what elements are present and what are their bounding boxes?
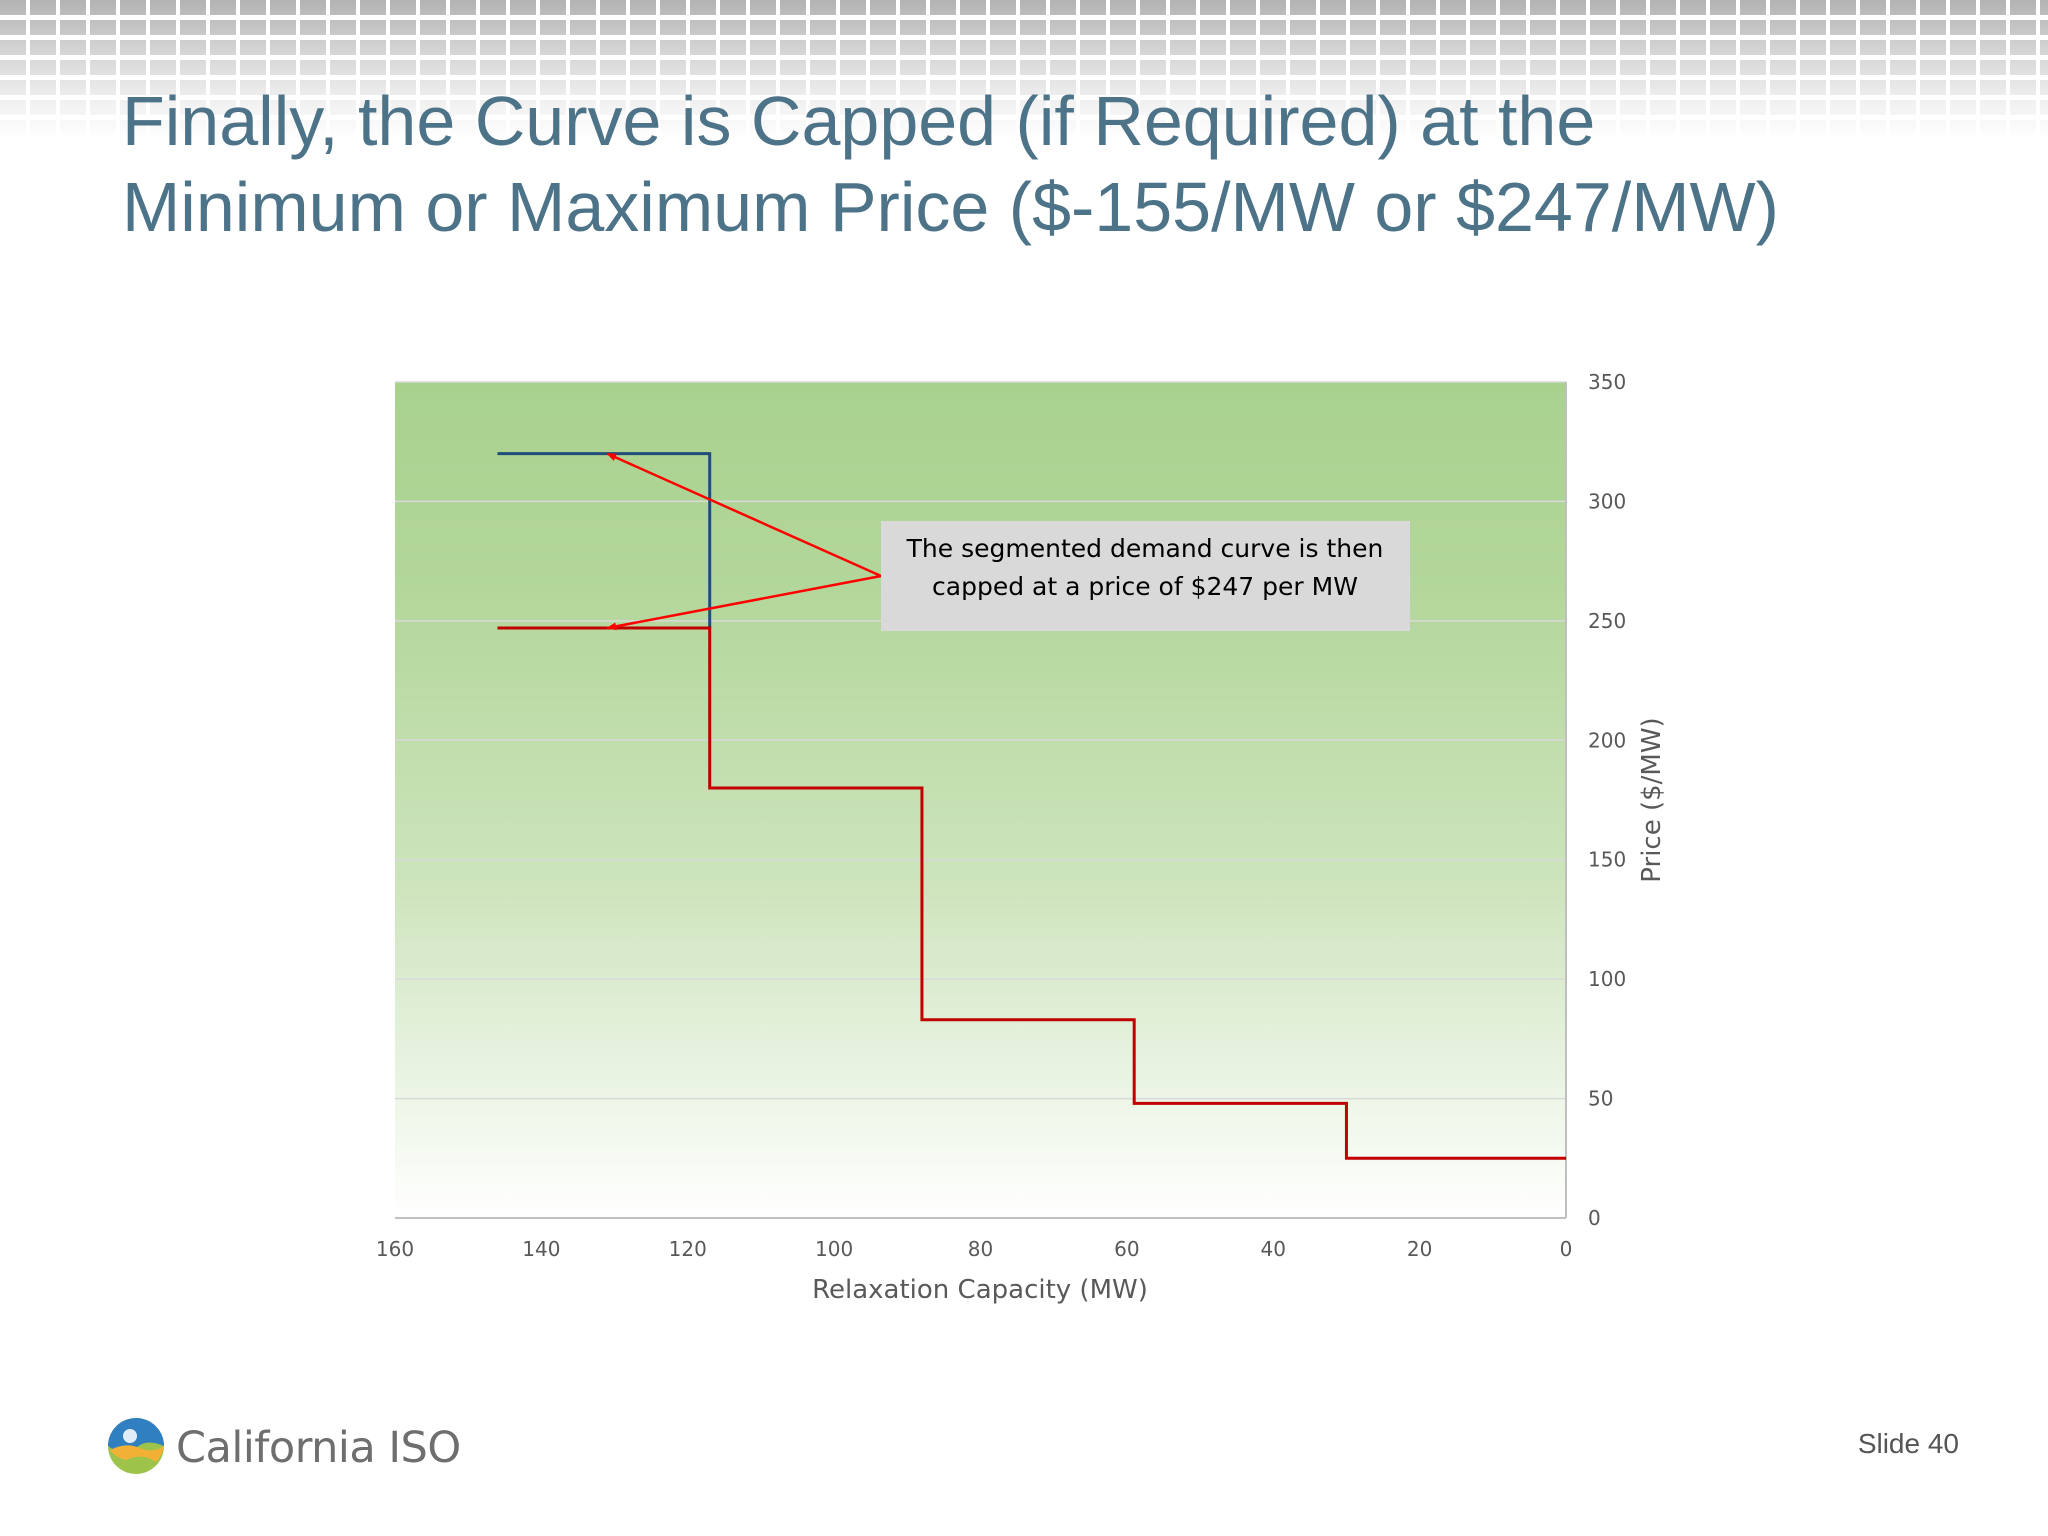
x-tick-label: 0: [1560, 1237, 1573, 1261]
y-tick-label: 0: [1588, 1206, 1601, 1230]
logo-text: California ISO: [176, 1423, 461, 1473]
arrow-to-uncapped-price: [606, 452, 882, 578]
plot-area: [395, 382, 1566, 1218]
x-tick-label: 140: [522, 1237, 560, 1261]
y-tick-label: 150: [1588, 848, 1626, 872]
x-tick-label: 100: [815, 1237, 853, 1261]
header-pattern: [0, 0, 2048, 140]
uncapped-curve-line: [497, 452, 712, 629]
y-tick-label: 200: [1588, 728, 1626, 752]
y-axis-label: Price ($/MW): [1637, 717, 1667, 882]
annotation-box: The segmented demand curve is then cappe…: [881, 521, 1410, 631]
annotation-text-line-1: The segmented demand curve is then: [906, 534, 1384, 563]
y-tick-label: 300: [1588, 489, 1626, 513]
annotation-text-line-2: capped at a price of $247 per MW: [932, 572, 1358, 601]
series-layer: [497, 452, 1566, 1160]
title-line-1: Finally, the Curve is Capped (if Require…: [122, 82, 1596, 160]
x-tick-label: 60: [1114, 1237, 1139, 1261]
x-tick-label: 120: [669, 1237, 707, 1261]
y-tick-label: 350: [1588, 370, 1626, 394]
y-tick-label: 50: [1588, 1087, 1613, 1111]
title-line-2: Minimum or Maximum Price ($-155/MW or $2…: [122, 168, 1779, 246]
x-tick-labels: 160 140 120 100 80 60 40 20 0: [376, 1237, 1572, 1261]
x-tick-label: 160: [376, 1237, 414, 1261]
slide-number: Slide 40: [1857, 1428, 1959, 1459]
capped-demand-curve-line: [497, 626, 1566, 1160]
x-tick-label: 40: [1261, 1237, 1286, 1261]
y-tick-labels: 0 50 100 150 200 250 300 350: [1588, 370, 1626, 1230]
annotation-arrows: [606, 452, 882, 631]
x-tick-label: 20: [1407, 1237, 1432, 1261]
y-tick-label: 100: [1588, 967, 1626, 991]
california-iso-logo-icon: [108, 1418, 164, 1474]
arrow-to-cap-price: [606, 574, 882, 631]
y-tick-label: 250: [1588, 609, 1626, 633]
x-axis-label: Relaxation Capacity (MW): [812, 1275, 1148, 1305]
x-tick-label: 80: [968, 1237, 993, 1261]
page-title: Finally, the Curve is Capped (if Require…: [122, 78, 1982, 250]
